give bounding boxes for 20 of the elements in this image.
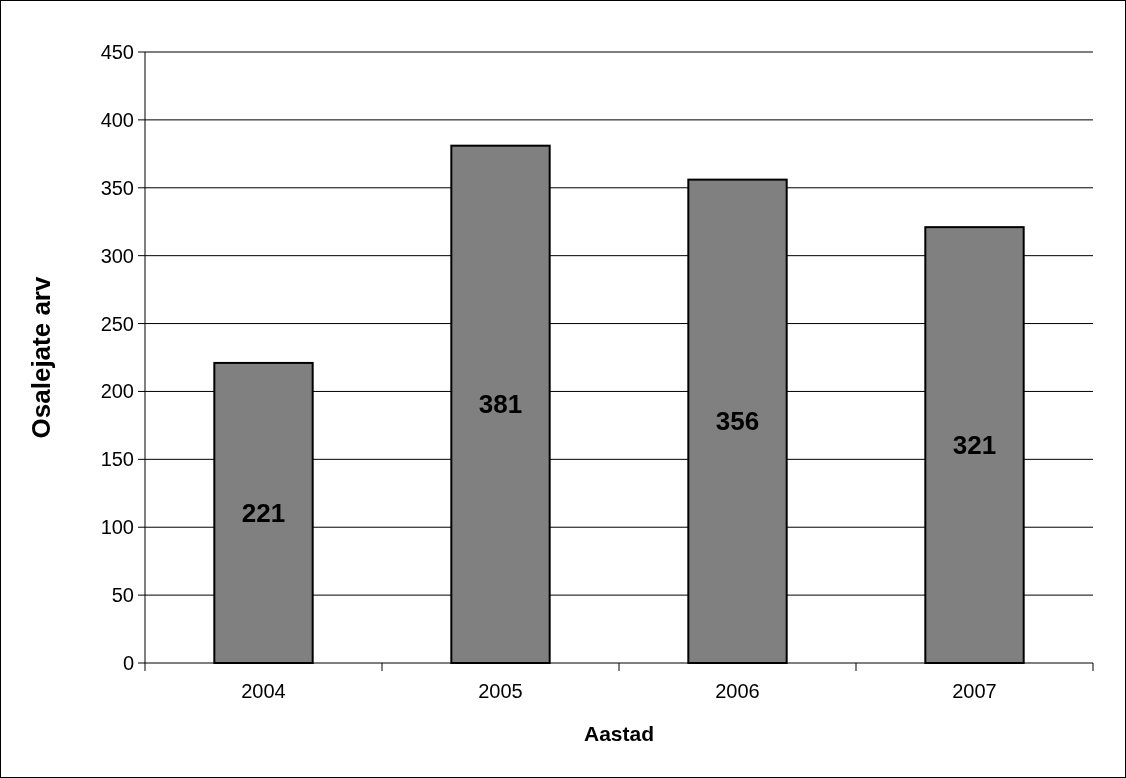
data-label: 356 xyxy=(715,406,760,437)
y-tick-label: 150 xyxy=(100,448,134,471)
x-tick-label: 2005 xyxy=(478,680,523,702)
y-axis-title: Osalejate arv xyxy=(26,276,56,439)
y-tick-label: 350 xyxy=(100,176,134,199)
y-tick-label: 250 xyxy=(100,312,134,335)
x-axis-title: Aastad xyxy=(583,722,655,745)
y-tick-label: 50 xyxy=(111,584,134,607)
y-tick-label: 0 xyxy=(122,652,134,674)
y-tick-label: 100 xyxy=(100,516,134,539)
y-tick-label: 400 xyxy=(100,108,134,131)
data-label: 221 xyxy=(241,498,286,529)
y-tick-label: 200 xyxy=(100,380,134,403)
data-label: 381 xyxy=(478,389,523,420)
x-tick-label: 2007 xyxy=(952,680,997,702)
data-label: 321 xyxy=(952,430,997,461)
x-tick-label: 2006 xyxy=(715,680,760,702)
y-tick-label: 300 xyxy=(100,244,134,267)
y-tick-label: 450 xyxy=(100,41,134,63)
x-tick-label: 2004 xyxy=(241,680,286,702)
